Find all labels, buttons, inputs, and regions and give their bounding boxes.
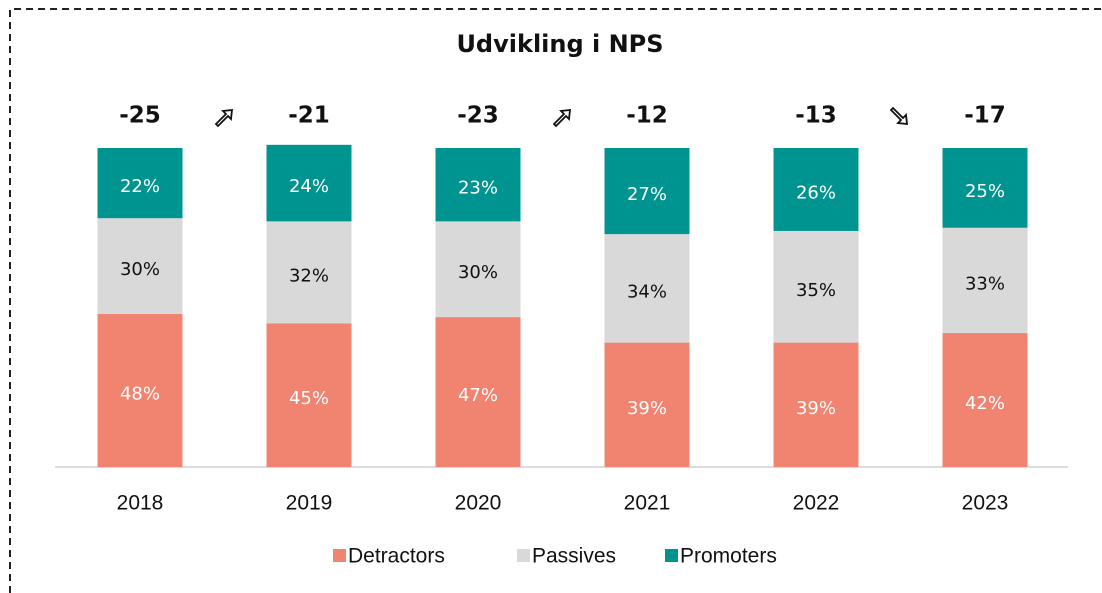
bar-segment [773, 342, 859, 467]
trend-arrows [214, 106, 909, 128]
data-label: 22% [120, 176, 160, 197]
nps-score: -17 [964, 103, 1006, 129]
legend-swatch [517, 549, 530, 562]
data-label: 27% [627, 184, 667, 205]
data-label: 24% [289, 176, 329, 197]
data-label: 23% [458, 178, 498, 199]
bar-segment [942, 227, 1028, 334]
bar-segment [266, 221, 352, 324]
bar-segment [604, 342, 690, 467]
bar-segment [773, 148, 859, 231]
bar-segment [773, 230, 859, 343]
arrow-up [214, 108, 234, 128]
legend-label: Promoters [680, 545, 777, 568]
nps-score: -25 [119, 103, 161, 129]
bar-segment [435, 148, 521, 222]
nps-score: -21 [288, 103, 330, 129]
data-label: 30% [458, 262, 498, 283]
legend-label: Passives [532, 545, 616, 568]
x-tick-label: 2019 [286, 492, 333, 515]
legend-swatch [665, 549, 678, 562]
bar-segment [97, 148, 183, 219]
dashed-frame [9, 8, 1102, 593]
bar-segment [604, 234, 690, 343]
legend-label: Detractors [348, 545, 445, 568]
x-tick-label: 2022 [793, 492, 840, 515]
data-label: 45% [289, 388, 329, 409]
data-label: 30% [120, 259, 160, 280]
x-tick-label: 2021 [624, 492, 671, 515]
data-label: 26% [796, 182, 836, 203]
bar-segment [604, 148, 690, 235]
data-label: 42% [965, 393, 1005, 414]
data-label: 34% [627, 281, 667, 302]
x-tick-label: 2023 [962, 492, 1009, 515]
bar-segment [942, 333, 1028, 467]
data-label: 39% [627, 398, 667, 419]
x-tick-label: 2018 [117, 492, 164, 515]
nps-score: -23 [457, 103, 499, 129]
bar-segment [942, 148, 1028, 228]
data-label: 47% [458, 385, 498, 406]
data-label: 48% [120, 383, 160, 404]
bar-segment [97, 218, 183, 314]
bar-segment [266, 323, 352, 467]
data-label: 25% [965, 181, 1005, 202]
x-tick-label: 2020 [455, 492, 502, 515]
bar-segment [97, 313, 183, 467]
legend-swatch [333, 549, 346, 562]
data-label: 33% [965, 273, 1005, 294]
arrow-down [889, 106, 909, 126]
bar-segment [266, 144, 352, 222]
arrow-up [552, 108, 572, 128]
nps-score: -12 [626, 103, 668, 129]
data-label: 35% [796, 280, 836, 301]
chart-title: Udvikling i NPS [456, 30, 663, 58]
data-label: 32% [289, 265, 329, 286]
nps-score: -13 [795, 103, 837, 129]
bar-segment [435, 317, 521, 467]
bar-segment [435, 221, 521, 318]
data-label: 39% [796, 398, 836, 419]
